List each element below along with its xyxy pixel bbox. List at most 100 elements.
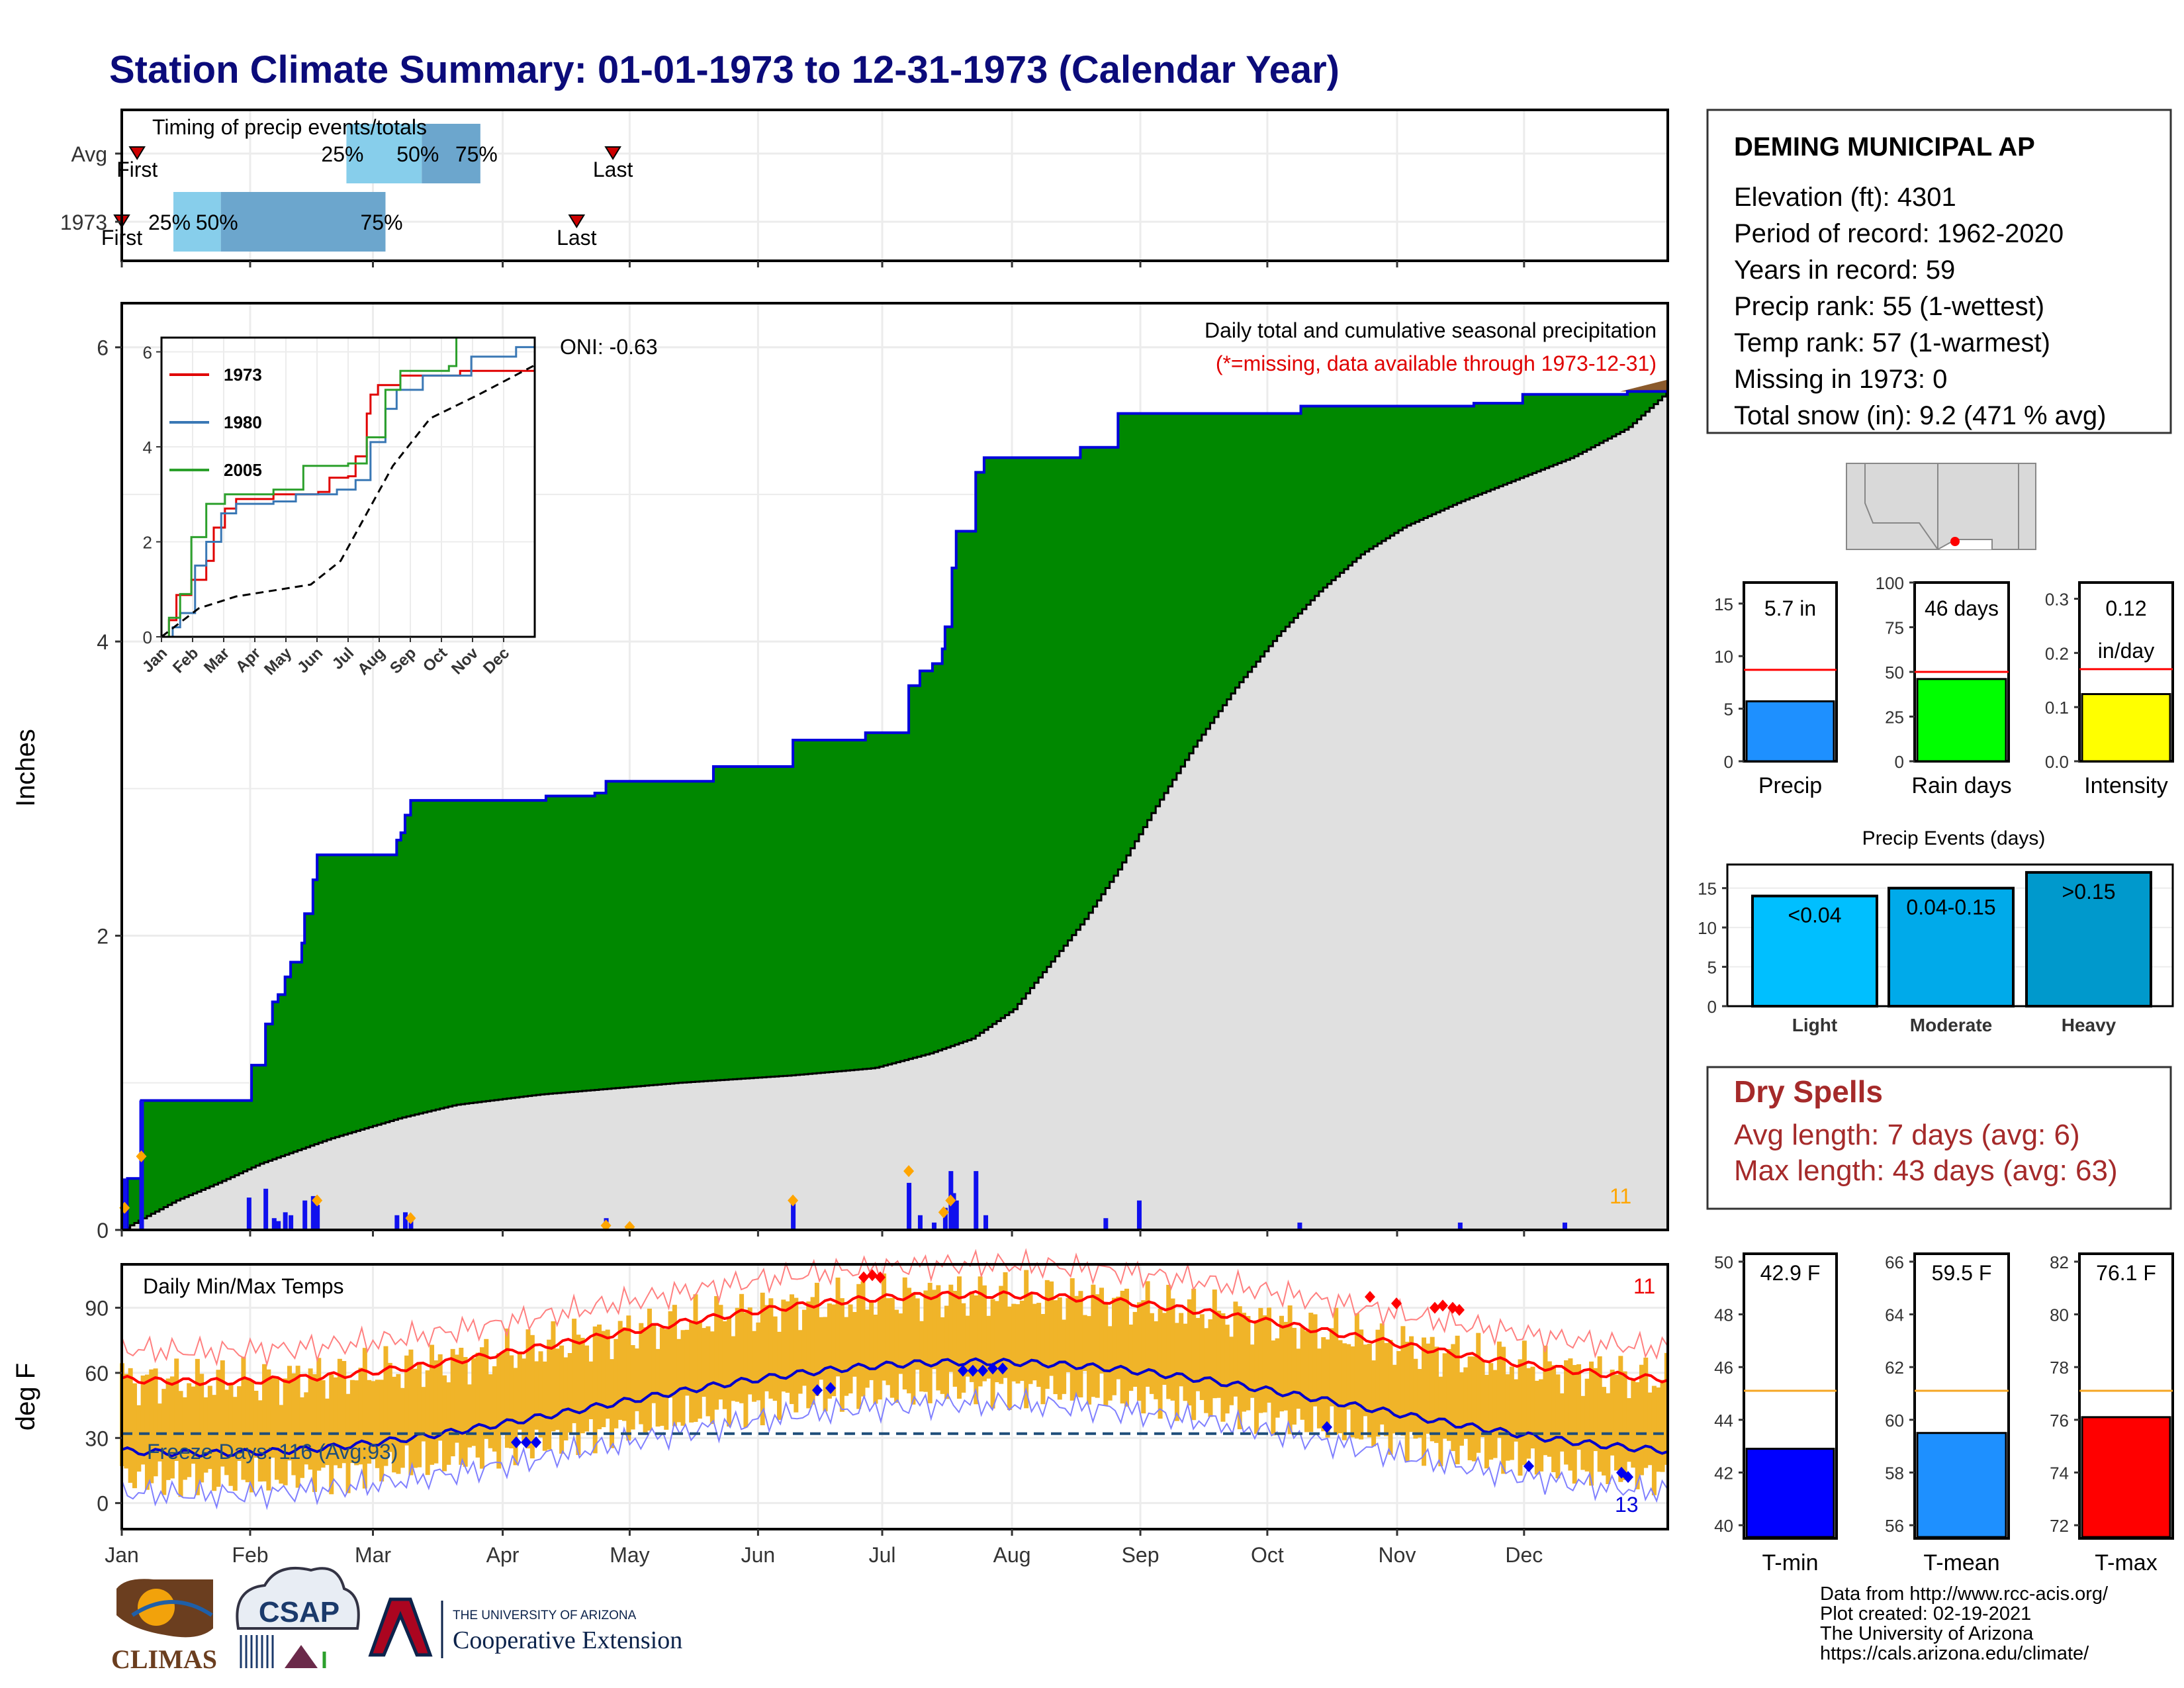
temp-daily-bar [981,1285,987,1382]
temp-bar-t-min [1745,1448,1835,1538]
temp-daily-bar [270,1376,275,1458]
timing-75pct-label: 75% [455,142,498,166]
temp-y-axis-label: deg F [11,1363,40,1430]
temp-daily-bar [626,1315,631,1441]
station-elevation: Elevation (ft): 4301 [1734,183,1956,212]
temp-daily-bar [354,1380,359,1466]
temp-daily-bar [584,1345,590,1432]
temp-daily-bar [1584,1378,1590,1472]
temp-daily-bar [1455,1335,1460,1464]
temp-daily-bar [1170,1298,1175,1401]
temp-daily-bar [421,1387,426,1442]
temp-daily-bar [610,1359,615,1448]
temp-daily-bar [392,1376,397,1473]
temp-daily-bar [387,1362,392,1452]
temp-daily-bar [647,1308,652,1431]
temp-record-high-marker [858,1271,869,1284]
temp-daily-bar [207,1385,212,1470]
temp-daily-bar [1229,1336,1234,1405]
events-tick-label: 5 [1707,958,1717,978]
month-tick-label: Dec [1505,1543,1543,1567]
temp-daily-bar [471,1358,477,1446]
events-bar-heavy [2025,870,2152,1008]
temp-daily-bar [467,1384,472,1448]
temp-daily-bar [1329,1328,1334,1407]
precip-event-diamond [600,1219,612,1232]
temp-daily-bar [1580,1395,1586,1470]
temp-daily-bar [1220,1313,1226,1422]
temp-daily-bar [634,1348,639,1411]
temp-daily-bar [492,1366,497,1452]
temp-daily-bar [367,1380,372,1464]
temp-daily-bar [659,1327,664,1426]
mini-bar-label: Precip [1758,773,1822,798]
temp-bar-tick-label: 76 [2050,1411,2069,1430]
temp-daily-bar [944,1305,950,1399]
inset-legend-label: 1980 [224,412,262,432]
temp-daily-bar [1283,1321,1289,1411]
temp-daily-bar [1409,1336,1414,1432]
temp-daily-bar [1631,1379,1636,1468]
temp-avg-max-line [121,1289,1668,1387]
temp-bar-tick-label: 66 [1885,1252,1904,1272]
temp-daily-bar [752,1331,757,1402]
temp-daily-bar [1003,1272,1008,1378]
temp-daily-bar [412,1368,418,1468]
temp-daily-bar [1024,1270,1029,1409]
temp-daily-bar [1392,1364,1397,1434]
station-years: Years in record: 59 [1734,256,1956,285]
month-tick-label: Jan [105,1543,139,1567]
temp-daily-bar [839,1298,844,1412]
temp-daily-bar [1442,1353,1447,1439]
temp-daily-bar [898,1313,903,1374]
temp-daily-bar [860,1281,866,1397]
precip-daily-bar [315,1205,320,1230]
temp-bar-tick-label: 64 [1885,1305,1904,1325]
temp-daily-bar [417,1364,422,1468]
temp-daily-bar [601,1331,606,1427]
temp-bar-label: T-max [2095,1550,2157,1575]
temp-daily-bar [1514,1379,1519,1442]
temp-daily-bar [877,1298,882,1400]
temp-daily-bar [136,1405,142,1472]
precip-event-diamond [903,1165,915,1178]
temp-daily-bar [396,1374,401,1474]
temp-daily-bar [621,1327,627,1421]
temp-daily-bar [1279,1315,1284,1412]
events-panel-frame [1726,863,2174,1008]
temp-daily-bar [522,1358,527,1444]
temp-daily-bar [852,1311,857,1377]
temp-daily-bar [1325,1339,1330,1438]
map-background [1846,463,2036,550]
temp-daily-bar [714,1295,719,1410]
station-precip-rank: Precip rank: 55 (1-wettest) [1734,292,2045,321]
temp-bar-tick-label: 72 [2050,1516,2069,1536]
locator-map [1846,463,2036,550]
temp-daily-bar [1522,1340,1527,1466]
temp-daily-bar [1321,1337,1326,1432]
precip-daily-bar [942,1207,948,1230]
temp-daily-bar [1564,1360,1569,1465]
timing-25pct-label: 25% [148,211,191,234]
mini-bar-value: 0.12 [2105,596,2146,620]
credit-data-source: Data from http://www.rcc-acis.org/ [1820,1583,2109,1605]
temp-daily-bar [1576,1364,1582,1450]
timing-first-marker [128,146,146,160]
temp-daily-bar [965,1315,970,1377]
temp-daily-bar [693,1294,698,1423]
temp-daily-bar [810,1297,815,1405]
temp-daily-bar [538,1351,543,1438]
temp-daily-bar [341,1361,347,1464]
month-tick-label: May [610,1543,649,1567]
chart-title: Station Climate Summary: 01-01-1973 to 1… [109,48,1340,91]
temp-bar-value: 42.9 F [1760,1261,1821,1285]
temp-record-high-marker [1365,1291,1375,1303]
timing-panel-frame [120,109,1669,262]
temp-daily-bar [1559,1393,1565,1452]
temp-record-low-marker [997,1362,1008,1375]
temp-record-low-marker [958,1364,968,1377]
temp-daily-bar [488,1374,493,1448]
precip-daily-bar [1457,1222,1463,1230]
temp-daily-bar [1572,1365,1577,1484]
temp-daily-bar [572,1319,577,1423]
